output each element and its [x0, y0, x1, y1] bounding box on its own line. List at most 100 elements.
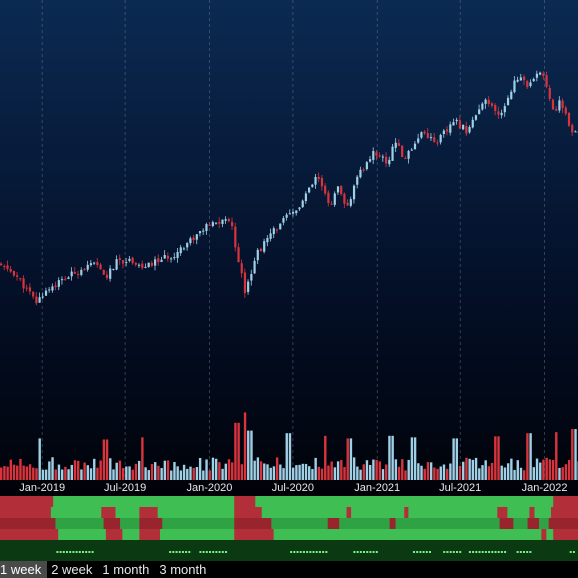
candle-body [558, 100, 561, 111]
signal-dot [519, 551, 522, 553]
candle-body [35, 296, 38, 304]
candle-body [564, 107, 567, 114]
candle-body [279, 223, 282, 230]
x-axis: Jan-2019 Jul-2019 Jan-2020 Jul-2020 Jan-2021… [19, 482, 567, 494]
volume-bar [128, 466, 131, 480]
volume-bar [340, 460, 343, 480]
signal-dot [569, 551, 572, 553]
volume-bar [529, 433, 532, 480]
candle-body [19, 278, 22, 280]
volume-bar [266, 464, 269, 480]
volume-bar [54, 469, 57, 480]
candle-body [80, 269, 83, 275]
volume-bar [44, 469, 48, 480]
candle-body [137, 264, 141, 266]
candle-body [340, 186, 343, 195]
candle-body [259, 248, 263, 251]
volume-bar [548, 459, 552, 480]
volume-bar [539, 462, 542, 480]
signal-dot [91, 551, 94, 553]
volume-bar [48, 461, 51, 480]
candle-body [490, 103, 494, 106]
volume-bar [526, 433, 529, 480]
x-tick-label: Jan-2019 [19, 482, 65, 494]
candle-body [539, 72, 542, 75]
volume-bar [99, 460, 102, 480]
candle-body [481, 103, 484, 110]
volume-bar [41, 469, 45, 480]
band-segment-red [234, 507, 262, 518]
candle-body [237, 247, 240, 263]
volume-bar [150, 464, 154, 480]
candle-body [407, 150, 410, 159]
tab-3-month[interactable]: 3 month [159, 562, 207, 577]
candle-body [269, 233, 272, 239]
volume-bar [336, 461, 340, 480]
candle-body [73, 272, 76, 274]
candle-body [513, 80, 516, 93]
candle-body [89, 263, 93, 266]
signal-dot [208, 551, 211, 553]
volume-bar [356, 466, 359, 480]
candle-body [3, 266, 6, 268]
candle-body [388, 159, 391, 165]
candle-body [372, 151, 375, 160]
volume-bar [298, 464, 301, 480]
volume-bar [176, 466, 179, 480]
candle-body [247, 281, 250, 292]
tab-1-week[interactable]: 1 week [0, 561, 48, 578]
volume-bars [0, 412, 578, 480]
volume-bar [173, 461, 176, 480]
candle-body [301, 200, 304, 208]
signal-dot [500, 551, 503, 553]
volume-bar [407, 459, 410, 480]
candle-body [240, 263, 243, 274]
candle-body [192, 237, 195, 241]
signal-dot [472, 551, 475, 553]
candle-body [506, 97, 510, 106]
volume-bar [218, 462, 221, 480]
candle-body [324, 185, 327, 194]
volume-bar [381, 469, 385, 480]
volume-bar [375, 459, 378, 480]
signal-dot [449, 551, 452, 553]
signal-dot [446, 551, 449, 553]
volume-bar [423, 468, 426, 480]
volume-bar [253, 460, 256, 480]
tab-1-month[interactable]: 1 month [102, 562, 150, 577]
volume-bar [401, 459, 404, 480]
volume-bar [240, 464, 244, 480]
candle-body [336, 186, 340, 193]
signal-dot [494, 551, 497, 553]
signal-dot [416, 551, 419, 553]
x-tick-label: Jul-2020 [272, 482, 314, 494]
candle-body [57, 280, 60, 287]
candle-body [179, 247, 182, 254]
volume-bar [436, 468, 439, 480]
volume-bar [394, 459, 398, 480]
candle-body [144, 266, 147, 268]
volume-bar [439, 466, 442, 480]
volume-bar [67, 469, 70, 480]
candle-body [519, 77, 522, 81]
volume-bar [513, 469, 516, 480]
signal-dot [366, 551, 369, 553]
signal-dot [218, 551, 221, 553]
tab-2-week[interactable]: 2 week [51, 562, 93, 577]
dot-row-background [0, 540, 578, 561]
signal-dot [309, 551, 312, 553]
signal-dot [419, 551, 422, 553]
candle-body [423, 131, 426, 134]
volume-bar [227, 459, 231, 480]
band-segment-red [389, 518, 396, 529]
signal-dot [412, 551, 415, 553]
volume-bar [137, 460, 141, 480]
candle-body [77, 273, 80, 275]
volume-bar [452, 438, 455, 480]
band-segment-red [346, 507, 352, 518]
signal-dot [181, 551, 184, 553]
volume-bar [182, 464, 186, 480]
candle-body [208, 224, 211, 226]
signal-dot [497, 551, 500, 553]
